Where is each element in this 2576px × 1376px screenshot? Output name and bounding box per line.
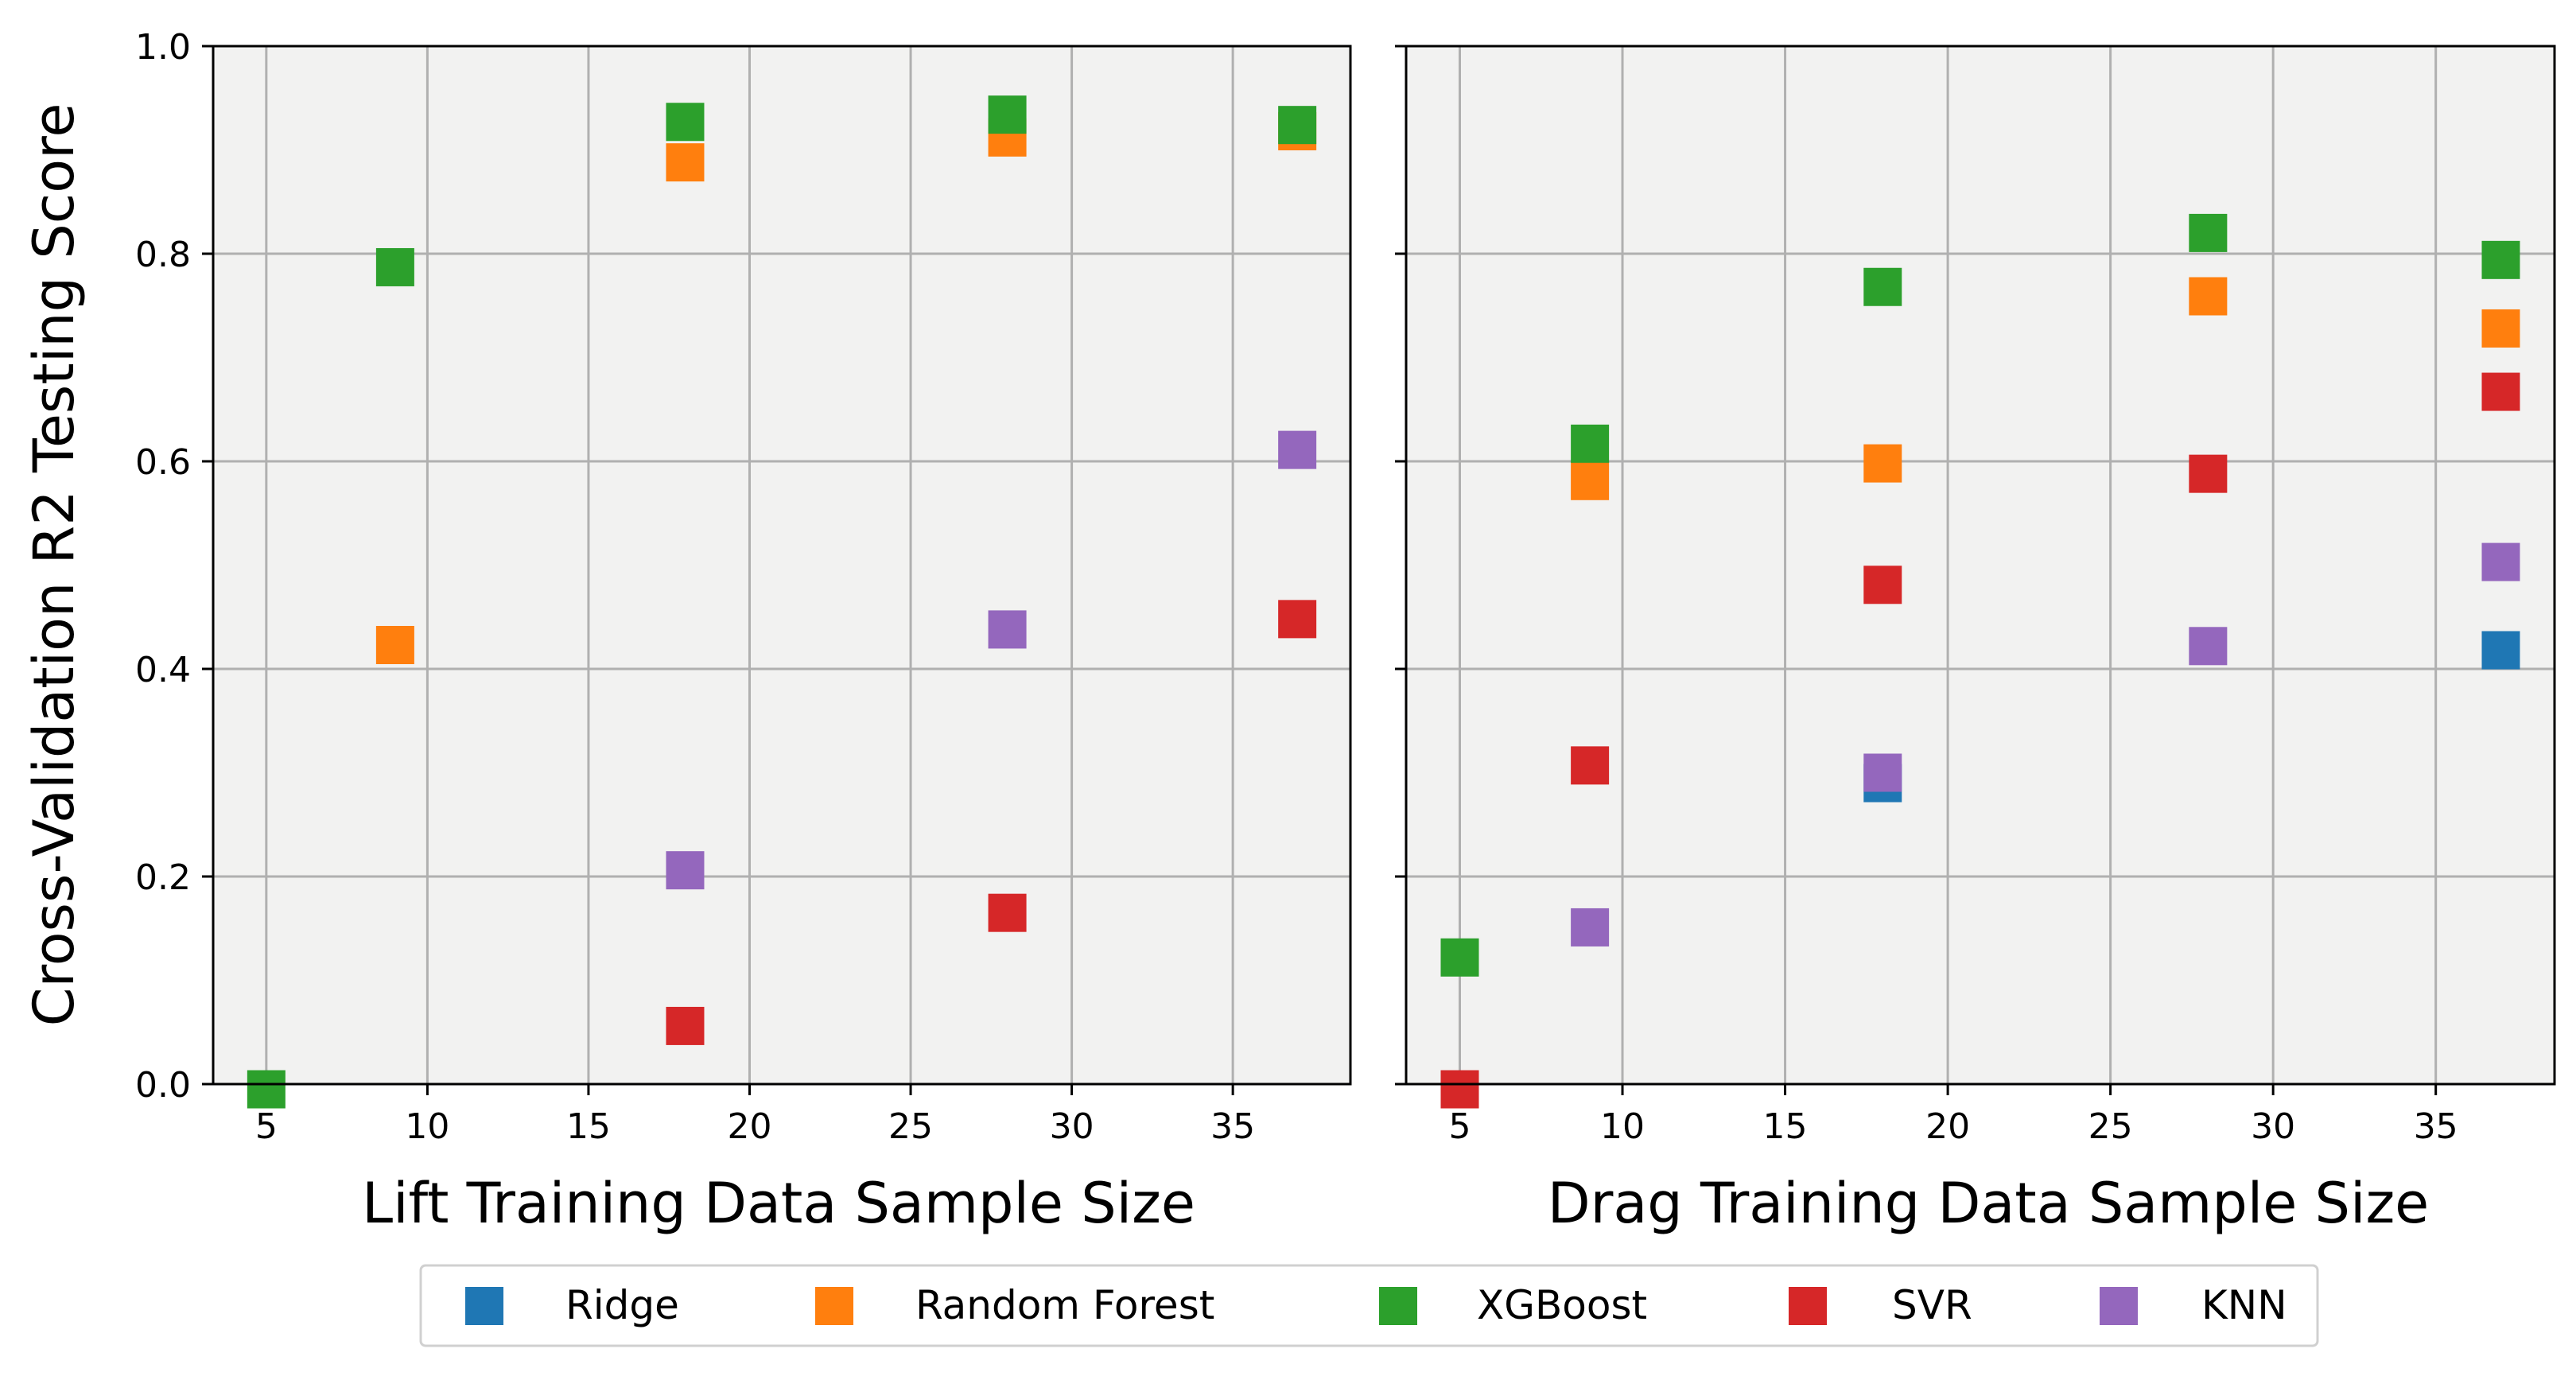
lift-x-tick-label: 20: [727, 1106, 771, 1147]
legend-entry-knn: KNN: [2100, 1282, 2287, 1328]
drag-point-svr: [1440, 1070, 1479, 1109]
legend-marker-random-forest: [815, 1287, 853, 1325]
lift-point-knn: [1278, 430, 1317, 469]
lift-x-tick-label: 10: [405, 1106, 449, 1147]
legend-label-ridge: Ridge: [565, 1282, 679, 1328]
legend-entry-ridge: Ridge: [465, 1282, 679, 1328]
lift-plot-background: [213, 46, 1350, 1084]
legend-entry-svr: SVR: [1789, 1282, 1972, 1328]
drag-x-tick-label: 30: [2251, 1106, 2295, 1147]
x-axis-label-lift: Lift Training Data Sample Size: [362, 1171, 1195, 1236]
drag-point-random-forest: [1571, 461, 1610, 500]
drag-point-xgboost: [1863, 267, 1902, 306]
legend-frame: [419, 1264, 2319, 1347]
drag-plot-frame: [1405, 45, 2556, 1086]
lift-point-random-forest: [375, 625, 414, 664]
legend-entry-xgboost: XGBoost: [1379, 1282, 1647, 1328]
lift-x-tick-label: 25: [888, 1106, 933, 1147]
drag-x-tick-label: 20: [1925, 1106, 1970, 1147]
drag-point-xgboost: [2481, 240, 2520, 279]
lift-x-tick-label: 15: [566, 1106, 611, 1147]
lift-point-svr: [1278, 600, 1317, 639]
lift-x-tick-label: 5: [255, 1106, 278, 1147]
drag-chart-panel: 5 10 15 20 25 30 35: [1395, 45, 2556, 1147]
lift-y-tick-label: 0.2: [135, 857, 191, 898]
legend: Ridge Random Forest XGBoost SVR KNN: [419, 1264, 2319, 1347]
drag-point-xgboost: [1571, 424, 1610, 463]
legend-label-svr: SVR: [1892, 1282, 1972, 1328]
lift-point-xgboost: [247, 1070, 286, 1109]
lift-point-knn: [666, 851, 705, 890]
legend-label-xgboost: XGBoost: [1477, 1282, 1647, 1328]
drag-x-tick-label: 35: [2414, 1106, 2458, 1147]
y-axis-label: Cross-Validation R2 Testing Score: [21, 103, 87, 1027]
lift-x-tick-label: 30: [1050, 1106, 1094, 1147]
lift-y-tick-label: 0.0: [135, 1065, 191, 1106]
x-axis-label-drag: Drag Training Data Sample Size: [1548, 1171, 2430, 1236]
lift-y-tick-label: 1.0: [135, 27, 191, 68]
drag-x-tick-label: 15: [1763, 1106, 1808, 1147]
drag-x-tick-label: 5: [1448, 1106, 1471, 1147]
drag-x-tick-label: 25: [2088, 1106, 2133, 1147]
drag-point-knn: [2189, 627, 2228, 666]
drag-point-ridge: [2481, 631, 2520, 670]
legend-marker-xgboost: [1379, 1287, 1417, 1325]
drag-x-tick-label: 10: [1600, 1106, 1645, 1147]
legend-label-random-forest: Random Forest: [915, 1282, 1214, 1328]
drag-point-knn: [2481, 542, 2520, 581]
drag-point-xgboost: [1440, 938, 1479, 977]
legend-marker-knn: [2100, 1287, 2138, 1325]
lift-point-svr: [988, 893, 1027, 932]
drag-point-knn: [1863, 753, 1902, 792]
drag-point-svr: [1571, 746, 1610, 785]
lift-plot-frame: [212, 45, 1352, 1086]
drag-point-knn: [1571, 908, 1610, 946]
lift-point-xgboost: [1278, 106, 1317, 145]
lift-y-tick-label: 0.8: [135, 235, 191, 275]
drag-point-svr: [2189, 454, 2228, 493]
legend-marker-ridge: [465, 1287, 503, 1325]
lift-point-svr: [666, 1006, 705, 1045]
lift-point-random-forest: [666, 143, 705, 182]
lift-point-xgboost: [666, 103, 705, 142]
lift-chart-panel: 5 10 15 20 25 30 35 0.0 0.2 0.4 0.6 0.8 1.0: [135, 27, 1352, 1147]
legend-marker-svr: [1789, 1287, 1827, 1325]
lift-x-tick-label: 35: [1210, 1106, 1255, 1147]
drag-point-svr: [2481, 372, 2520, 411]
legend-label-knn: KNN: [2201, 1282, 2287, 1328]
lift-point-knn: [988, 610, 1027, 649]
lift-point-xgboost: [375, 247, 414, 286]
legend-entry-random-forest: Random Forest: [815, 1282, 1214, 1328]
drag-point-svr: [1863, 566, 1902, 604]
lift-y-tick-label: 0.4: [135, 650, 191, 690]
drag-point-random-forest: [2189, 277, 2228, 316]
drag-point-xgboost: [2189, 213, 2228, 252]
lift-point-xgboost: [988, 95, 1027, 134]
drag-point-random-forest: [2481, 309, 2520, 348]
drag-point-random-forest: [1863, 444, 1902, 483]
lift-y-tick-label: 0.6: [135, 442, 191, 483]
